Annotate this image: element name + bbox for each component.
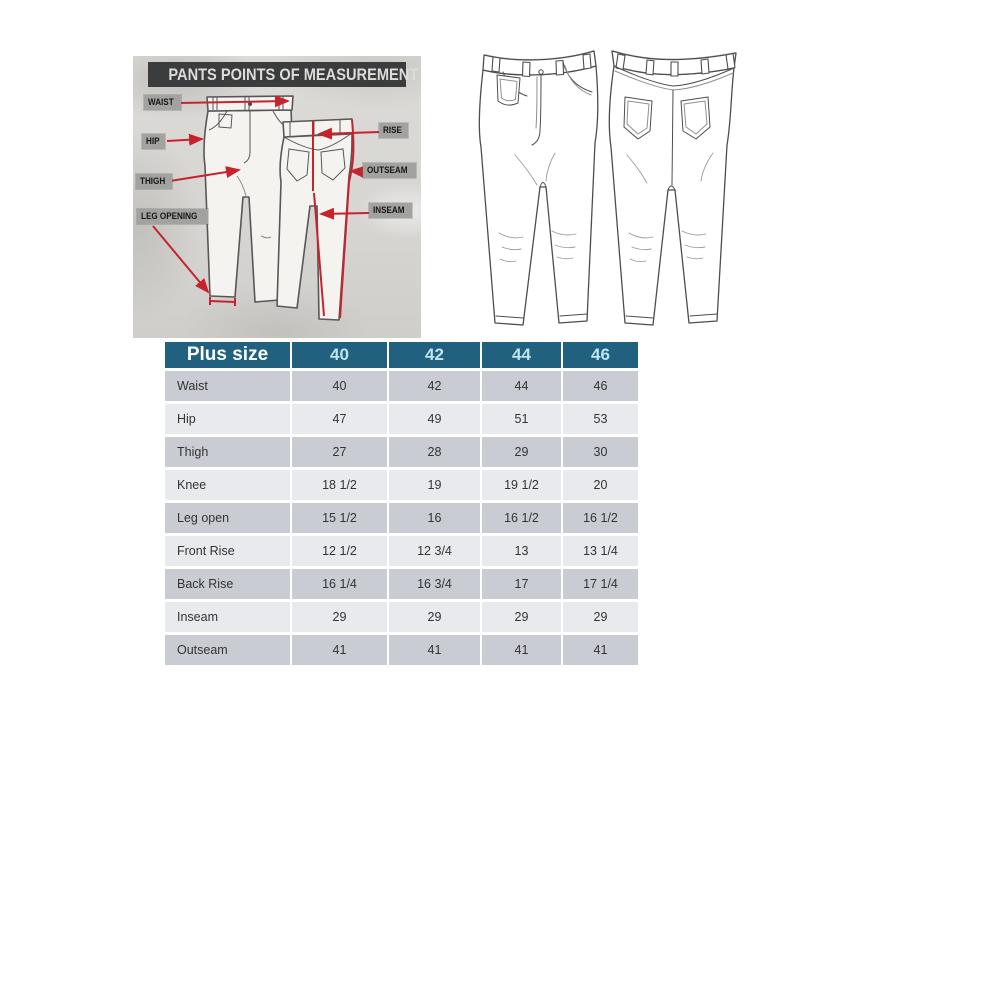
cell-thigh-46: 30: [563, 437, 638, 467]
row-label-hip: Hip: [165, 404, 290, 434]
row-label-thigh: Thigh: [165, 437, 290, 467]
jeans-flats-art: [478, 50, 737, 326]
cell-hip-40: 47: [292, 404, 387, 434]
row-label-outseam: Outseam: [165, 635, 290, 665]
cell-waist-42: 42: [389, 371, 480, 401]
cell-front-rise-44: 13: [482, 536, 561, 566]
rise-label: RISE: [379, 123, 409, 138]
measurement-diagram: PANTS POINTS OF MEASUREMENT WAIST HIP TH…: [133, 56, 421, 338]
cell-front-rise-40: 12 1/2: [292, 536, 387, 566]
row-label-front-rise: Front Rise: [165, 536, 290, 566]
jeans-front-sketch: [478, 50, 599, 326]
row-label-back-rise: Back Rise: [165, 569, 290, 599]
cell-back-rise-40: 16 1/4: [292, 569, 387, 599]
cell-back-rise-42: 16 3/4: [389, 569, 480, 599]
inseam-label: INSEAM: [369, 203, 413, 218]
diagram-back-pant: [276, 118, 354, 321]
row-label-inseam: Inseam: [165, 602, 290, 632]
cell-front-rise-42: 12 3/4: [389, 536, 480, 566]
cell-back-rise-46: 17 1/4: [563, 569, 638, 599]
row-label-knee: Knee: [165, 470, 290, 500]
thigh-label: THIGH: [136, 174, 172, 189]
cell-inseam-44: 29: [482, 602, 561, 632]
leg-opening-label: LEG OPENING: [137, 209, 208, 224]
cell-waist-46: 46: [563, 371, 638, 401]
cell-knee-46: 20: [563, 470, 638, 500]
cell-leg-open-44: 16 1/2: [482, 503, 561, 533]
cell-waist-40: 40: [292, 371, 387, 401]
table-header-title: Plus size: [165, 342, 290, 368]
cell-back-rise-44: 17: [482, 569, 561, 599]
cell-hip-42: 49: [389, 404, 480, 434]
jeans-flat-sketches: [455, 35, 747, 345]
jeans-back-sketch: [608, 50, 737, 326]
size-table: Plus size 40 42 44 46 Waist 40 42 44 46 …: [165, 342, 638, 665]
cell-inseam-40: 29: [292, 602, 387, 632]
hip-label: HIP: [142, 134, 166, 149]
cell-leg-open-42: 16: [389, 503, 480, 533]
cell-thigh-44: 29: [482, 437, 561, 467]
cell-knee-44: 19 1/2: [482, 470, 561, 500]
cell-hip-46: 53: [563, 404, 638, 434]
cell-outseam-42: 41: [389, 635, 480, 665]
cell-knee-42: 19: [389, 470, 480, 500]
cell-leg-open-40: 15 1/2: [292, 503, 387, 533]
cell-hip-44: 51: [482, 404, 561, 434]
measurement-lines: [152, 95, 381, 319]
cell-outseam-40: 41: [292, 635, 387, 665]
table-header-size-44: 44: [482, 342, 561, 368]
table-header-size-46: 46: [563, 342, 638, 368]
table-header-size-42: 42: [389, 342, 480, 368]
cell-inseam-42: 29: [389, 602, 480, 632]
waist-label: WAIST: [144, 95, 181, 110]
cell-outseam-44: 41: [482, 635, 561, 665]
cell-thigh-40: 27: [292, 437, 387, 467]
cell-thigh-42: 28: [389, 437, 480, 467]
measurement-diagram-art: [152, 95, 381, 321]
outseam-label: OUTSEAM: [363, 163, 416, 178]
cell-outseam-46: 41: [563, 635, 638, 665]
row-label-leg-open: Leg open: [165, 503, 290, 533]
cell-front-rise-46: 13 1/4: [563, 536, 638, 566]
cell-knee-40: 18 1/2: [292, 470, 387, 500]
table-header-size-40: 40: [292, 342, 387, 368]
row-label-waist: Waist: [165, 371, 290, 401]
cell-leg-open-46: 16 1/2: [563, 503, 638, 533]
cell-waist-44: 44: [482, 371, 561, 401]
cell-inseam-46: 29: [563, 602, 638, 632]
diagram-title: PANTS POINTS OF MEASUREMENT: [148, 62, 418, 87]
